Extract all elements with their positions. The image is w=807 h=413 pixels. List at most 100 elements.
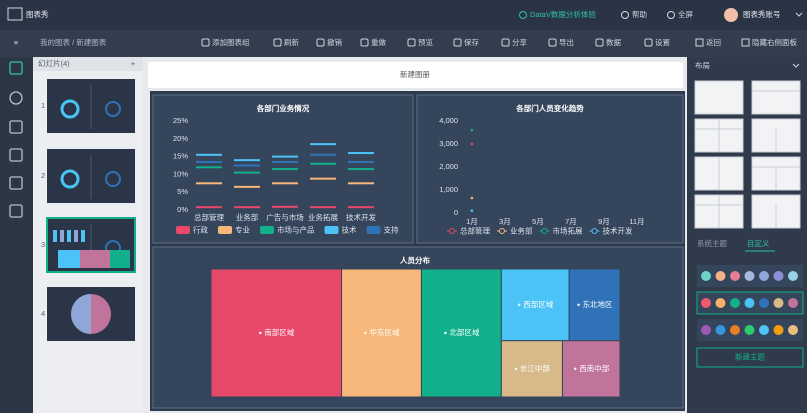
legend-swatch[interactable] <box>366 226 381 234</box>
sidebar-icon[interactable] <box>9 204 23 218</box>
link-icon[interactable] <box>621 11 629 19</box>
dash-mark[interactable] <box>310 177 336 180</box>
legend-swatch[interactable] <box>260 226 274 234</box>
new-theme-label[interactable]: 新建主题 <box>735 351 765 361</box>
toolbar-action[interactable]: 添加图表组 <box>212 37 250 47</box>
dash-mark[interactable] <box>196 182 222 185</box>
link-icon[interactable] <box>519 11 527 19</box>
action-icon[interactable] <box>501 38 510 47</box>
dash-mark[interactable] <box>196 153 222 156</box>
treemap-cell[interactable] <box>341 268 422 398</box>
new-theme-button[interactable] <box>696 347 804 368</box>
legend-label[interactable]: 市场拓展 <box>553 225 583 235</box>
add-slide[interactable]: + <box>131 59 136 68</box>
legend-label[interactable]: 支持 <box>384 224 399 234</box>
action-icon[interactable] <box>360 38 369 47</box>
dash-mark[interactable] <box>310 153 336 156</box>
legend-label[interactable]: 专业 <box>235 224 250 234</box>
layout-option[interactable] <box>751 80 801 115</box>
toolbar-action[interactable]: 分享 <box>512 37 527 47</box>
link-icon[interactable] <box>667 11 675 19</box>
action-icon[interactable] <box>453 38 462 47</box>
action-icon[interactable] <box>695 38 704 47</box>
treemap-cell[interactable] <box>500 340 563 398</box>
action-icon[interactable] <box>273 38 282 47</box>
dash-mark[interactable] <box>348 206 374 209</box>
dash-mark[interactable] <box>234 206 260 209</box>
toolbar-action[interactable]: 导出 <box>559 37 574 47</box>
legend-label[interactable]: 技术 <box>342 224 357 234</box>
dash-mark[interactable] <box>234 171 260 174</box>
action-icon[interactable] <box>644 38 653 47</box>
legend-label[interactable]: 技术开发 <box>603 225 633 235</box>
action-icon[interactable] <box>741 38 750 47</box>
treemap-cell[interactable] <box>420 268 502 398</box>
legend-swatch[interactable] <box>324 226 339 234</box>
dash-mark[interactable] <box>196 206 222 209</box>
action-icon[interactable] <box>316 38 325 47</box>
legend-swatch[interactable] <box>176 226 190 234</box>
line-point[interactable] <box>470 142 474 146</box>
slide-number[interactable]: 4 <box>41 309 45 318</box>
account-name[interactable]: 图表秀账号 <box>743 9 781 19</box>
dash-mark[interactable] <box>348 182 374 185</box>
treemap-cell[interactable] <box>210 268 343 398</box>
sidebar-icon[interactable] <box>9 120 23 134</box>
dash-mark[interactable] <box>310 206 336 209</box>
toolbar-action[interactable]: 刷新 <box>284 37 299 47</box>
treemap-cell[interactable] <box>500 268 570 342</box>
action-icon[interactable] <box>407 38 416 47</box>
collapse-arrow[interactable] <box>792 63 800 68</box>
dash-mark[interactable] <box>234 164 260 167</box>
theme-tab[interactable]: 系统主题 <box>697 238 727 248</box>
slide-number[interactable]: 1 <box>41 101 45 110</box>
dash-mark[interactable] <box>234 159 260 162</box>
legend-label[interactable]: 业务部 <box>510 225 533 235</box>
line-point[interactable] <box>470 196 474 200</box>
dash-mark[interactable] <box>272 205 298 208</box>
toolbar-action[interactable]: 返回 <box>706 38 721 47</box>
action-icon[interactable] <box>548 38 557 47</box>
legend-marker[interactable] <box>499 228 505 234</box>
sidebar-icon[interactable] <box>9 61 23 75</box>
dash-mark[interactable] <box>272 160 298 163</box>
legend-marker[interactable] <box>591 228 598 234</box>
toolbar-action[interactable]: 撤销 <box>327 37 342 47</box>
menu-icon[interactable]: ≡ <box>14 38 19 47</box>
legend-label[interactable]: 市场与产品 <box>277 224 315 234</box>
slide-number[interactable]: 3 <box>41 240 45 249</box>
dash-mark[interactable] <box>196 160 222 163</box>
dash-mark[interactable] <box>234 185 260 188</box>
line-point[interactable] <box>470 128 474 132</box>
dash-mark[interactable] <box>310 162 336 165</box>
header-link[interactable]: DataV数据分析体验 <box>530 9 596 19</box>
legend-label[interactable]: 行政 <box>193 224 208 234</box>
line-point[interactable] <box>470 209 474 212</box>
sidebar-icon[interactable] <box>9 91 23 105</box>
dash-mark[interactable] <box>272 155 298 158</box>
dropdown-arrow[interactable] <box>795 12 803 17</box>
action-icon[interactable] <box>595 38 604 47</box>
dash-mark[interactable] <box>196 166 222 169</box>
legend-swatch[interactable] <box>218 226 232 234</box>
dash-mark[interactable] <box>272 182 298 185</box>
toolbar-action[interactable]: 重做 <box>371 37 386 47</box>
dash-mark[interactable] <box>348 152 374 155</box>
sidebar-icon[interactable] <box>9 148 23 162</box>
toolbar-action[interactable]: 预览 <box>418 37 433 47</box>
toolbar-action[interactable]: 保存 <box>464 37 479 47</box>
toolbar-action[interactable]: 隐藏右侧面板 <box>752 37 797 47</box>
chart-panel[interactable] <box>416 94 684 244</box>
canvas-title[interactable]: 新建图册 <box>400 69 430 79</box>
avatar[interactable] <box>724 8 738 22</box>
toolbar-action[interactable]: 数据 <box>606 37 621 47</box>
theme-tab[interactable]: 自定义 <box>747 238 770 248</box>
toolbar-action[interactable]: 设置 <box>655 37 670 47</box>
breadcrumb[interactable]: 我的图表 / 新建图表 <box>40 37 107 47</box>
layout-option[interactable] <box>694 80 744 115</box>
treemap-cell[interactable] <box>561 340 621 398</box>
header-link[interactable]: 全屏 <box>678 9 693 19</box>
legend-label[interactable]: 总部管理 <box>460 225 490 235</box>
dash-mark[interactable] <box>310 143 336 146</box>
dash-mark[interactable] <box>272 168 298 171</box>
